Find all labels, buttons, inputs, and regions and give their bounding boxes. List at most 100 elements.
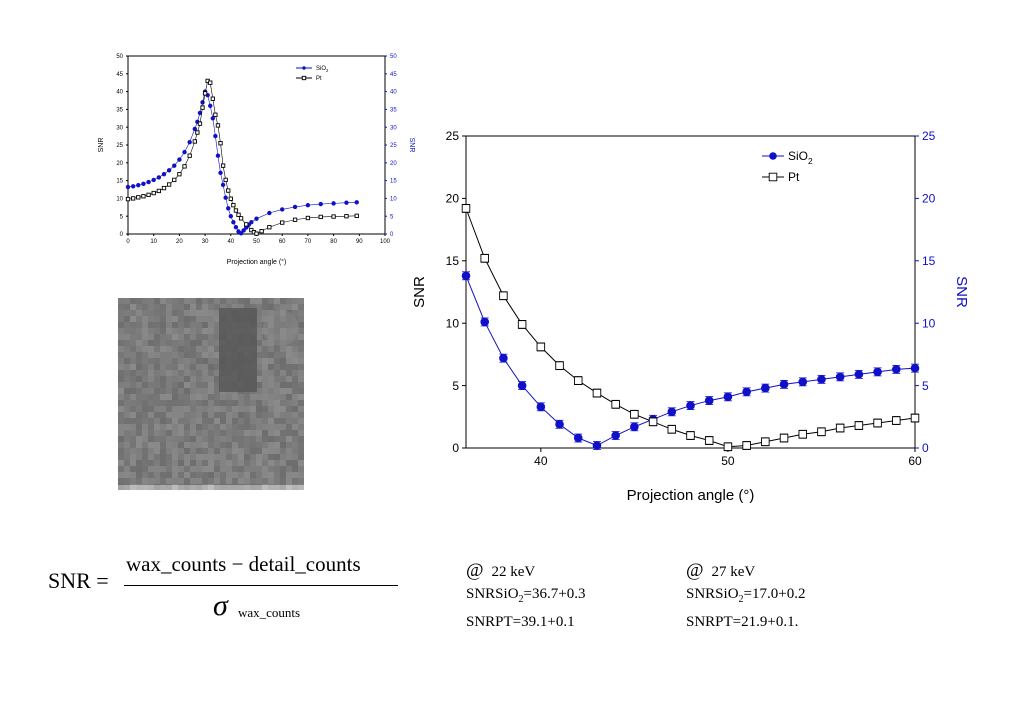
- noise-pixel: [208, 328, 214, 334]
- noise-pixel: [130, 466, 136, 472]
- noise-pixel: [238, 484, 244, 490]
- noise-pixel: [232, 454, 238, 460]
- noise-pixel: [262, 430, 268, 436]
- noise-pixel: [286, 442, 292, 448]
- noise-pixel: [268, 298, 274, 304]
- noise-pixel: [118, 376, 124, 382]
- noise-pixel: [262, 376, 268, 382]
- noise-pixel: [142, 310, 148, 316]
- noise-pixel: [178, 322, 184, 328]
- noise-pixel: [298, 316, 304, 322]
- noise-pixel: [280, 436, 286, 442]
- noise-pixel: [298, 400, 304, 406]
- data-point-pt: [630, 410, 639, 419]
- y-tick-label-left: 35: [116, 108, 123, 114]
- y-tick-label-right: 45: [390, 72, 397, 78]
- noise-pixel: [274, 388, 280, 394]
- noise-pixel: [244, 484, 250, 490]
- noise-pixel: [178, 484, 184, 490]
- noise-pixel: [124, 436, 130, 442]
- noise-pixel: [250, 298, 256, 304]
- noise-pixel: [202, 346, 208, 352]
- data-point-pt: [344, 214, 349, 219]
- noise-pixel: [256, 370, 262, 376]
- noise-pixel: [274, 376, 280, 382]
- noise-pixel: [208, 424, 214, 430]
- noise-pixel: [190, 478, 196, 484]
- noise-pixel: [262, 352, 268, 358]
- noise-pixel: [256, 310, 262, 316]
- noise-pixel: [190, 328, 196, 334]
- noise-pixel: [148, 400, 154, 406]
- noise-pixel: [280, 352, 286, 358]
- noise-pixel: [136, 400, 142, 406]
- data-point-pt: [648, 417, 658, 427]
- noise-pixel: [280, 412, 286, 418]
- noise-pixel: [196, 418, 202, 424]
- noise-pixel: [154, 394, 160, 400]
- data-point-pt: [223, 177, 228, 183]
- data-point-sio2: [166, 168, 172, 173]
- noise-pixel: [268, 310, 274, 316]
- noise-pixel: [280, 418, 286, 424]
- noise-pixel: [274, 424, 280, 430]
- noise-pixel: [148, 352, 154, 358]
- noise-pixel: [184, 448, 190, 454]
- data-point-sio2: [331, 201, 336, 206]
- noise-pixel: [166, 304, 172, 310]
- noise-pixel: [268, 460, 274, 466]
- data-point-pt: [156, 188, 161, 194]
- noise-pixel: [148, 370, 154, 376]
- noise-pixel: [196, 436, 202, 442]
- faint-circle: [263, 310, 299, 346]
- data-point-pt: [236, 212, 241, 217]
- x-tick-label: 50: [721, 454, 735, 468]
- noise-pixel: [118, 388, 124, 394]
- noise-pixel: [280, 370, 286, 376]
- y-tick-label-right: 0: [390, 232, 394, 238]
- noise-pixel: [130, 472, 136, 478]
- detail-rod: [219, 308, 257, 392]
- noise-pixel: [184, 478, 190, 484]
- noise-pixel: [124, 370, 130, 376]
- noise-pixel: [298, 454, 304, 460]
- noise-pixel: [232, 400, 238, 406]
- noise-pixel: [148, 394, 154, 400]
- noise-pixel: [208, 472, 214, 478]
- noise-pixel: [148, 322, 154, 328]
- noise-pixel: [208, 364, 214, 370]
- data-point-pt: [151, 190, 156, 196]
- noise-pixel: [292, 388, 298, 394]
- noise-pixel: [238, 298, 244, 304]
- noise-pixel: [202, 460, 208, 466]
- data-point-sio2: [798, 377, 808, 387]
- noise-pixel: [214, 418, 220, 424]
- noise-pixel: [190, 400, 196, 406]
- noise-pixel: [256, 316, 262, 322]
- noise-pixel: [208, 346, 214, 352]
- y-tick-label-left: 40: [116, 90, 123, 96]
- noise-pixel: [130, 394, 136, 400]
- noise-pixel: [190, 382, 196, 388]
- noise-pixel: [172, 448, 178, 454]
- noise-pixel: [226, 412, 232, 418]
- sio2-prefix: SNRSiO: [686, 586, 739, 602]
- noise-pixel: [232, 484, 238, 490]
- noise-pixel: [262, 346, 268, 352]
- noise-pixel: [172, 322, 178, 328]
- data-point-pt: [161, 185, 167, 191]
- data-point-sio2: [536, 402, 546, 412]
- noise-pixel: [214, 388, 220, 394]
- y-tick-label-left: 45: [116, 72, 123, 78]
- noise-pixel: [262, 418, 268, 424]
- noise-pixel: [148, 388, 154, 394]
- noise-pixel: [262, 400, 268, 406]
- noise-pixel: [196, 358, 202, 364]
- noise-pixel: [190, 346, 196, 352]
- data-point-pt: [305, 215, 311, 221]
- noise-pixel: [280, 376, 286, 382]
- noise-pixel: [190, 310, 196, 316]
- data-point-sio2: [228, 214, 234, 219]
- noise-pixel: [256, 460, 262, 466]
- noise-pixel: [298, 406, 304, 412]
